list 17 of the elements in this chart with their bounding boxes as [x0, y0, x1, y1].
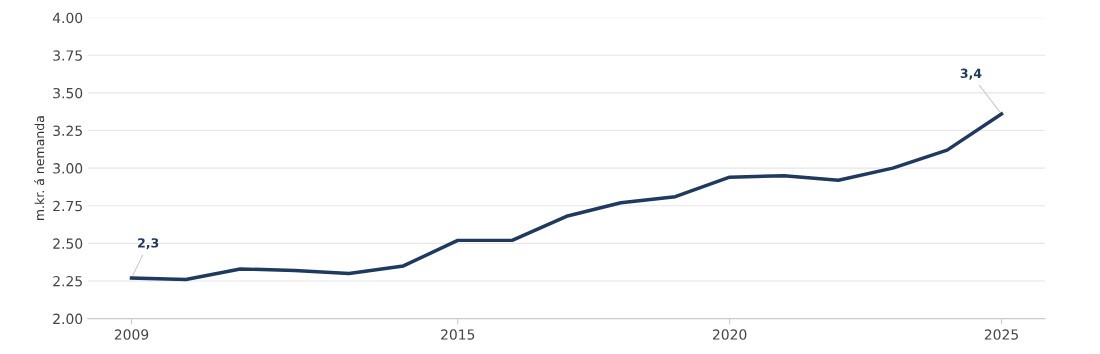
- annotation: 3,4: [960, 68, 982, 80]
- x-tick-label: 2009: [114, 329, 149, 340]
- y-tick-label: 2.00: [53, 313, 83, 325]
- y-tick-label: 2.50: [53, 238, 83, 249]
- x-tick-label: 2020: [712, 329, 747, 340]
- y-tick-label: 2.75: [53, 200, 82, 212]
- x-tick-label: 2025: [984, 329, 1018, 340]
- y-axis-title: m.kr. á nemanda: [34, 116, 45, 220]
- y-tick-label: 2.25: [53, 275, 82, 287]
- y-tick-label: 3.50: [53, 87, 83, 99]
- line-series: [129, 112, 1004, 282]
- y-tick-label: 3.00: [53, 163, 83, 174]
- y-tick-label: 3.75: [53, 50, 82, 61]
- annotation: 2,3: [138, 238, 159, 250]
- y-tick-label: 4.00: [52, 12, 83, 24]
- x-tick-label: 2015: [441, 329, 475, 340]
- y-tick-label: 3.25: [53, 125, 82, 137]
